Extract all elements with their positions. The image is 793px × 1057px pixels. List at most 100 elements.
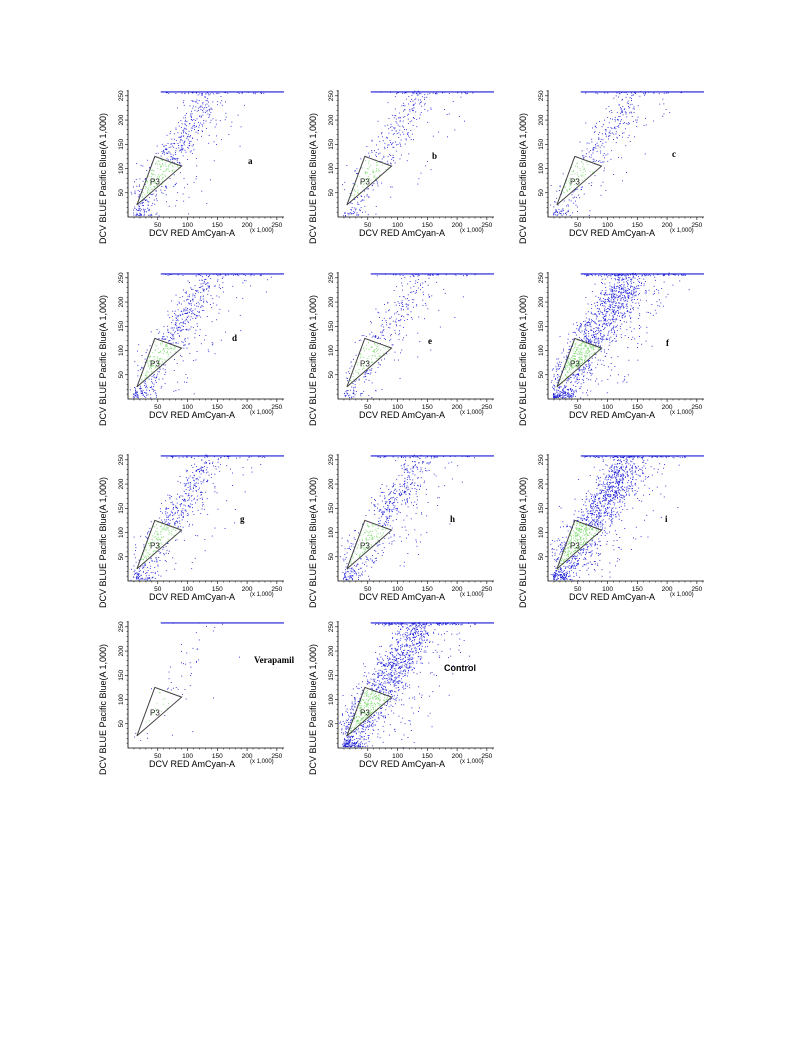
y-tick-label: 200 xyxy=(538,296,545,307)
event-dot xyxy=(637,343,639,344)
event-dot xyxy=(191,504,193,505)
event-dot xyxy=(147,364,149,366)
event-dot xyxy=(150,545,152,547)
event-dot xyxy=(452,101,454,102)
event-dot xyxy=(147,181,148,183)
event-dot xyxy=(424,109,426,110)
event-dot xyxy=(200,481,202,483)
event-dot xyxy=(180,149,181,151)
event-dot xyxy=(369,373,371,375)
event-dot xyxy=(415,98,417,100)
gate-p3-polygon[interactable] xyxy=(136,155,183,206)
event-dot xyxy=(619,296,621,298)
event-dot xyxy=(620,334,622,336)
event-dot xyxy=(139,215,141,216)
event-dot xyxy=(260,92,262,93)
event-dot xyxy=(407,294,409,296)
event-dot xyxy=(184,309,186,311)
event-dot xyxy=(567,359,569,361)
event-dot xyxy=(588,365,590,367)
event-dot xyxy=(574,361,576,363)
event-dot xyxy=(360,158,362,160)
event-dot xyxy=(368,152,370,154)
x-tick-label: 200 xyxy=(242,222,253,229)
event-dot xyxy=(183,504,185,506)
event-dot xyxy=(204,539,206,540)
event-dot xyxy=(612,319,614,321)
event-dot xyxy=(170,346,171,348)
event-dot xyxy=(611,292,613,294)
event-dot xyxy=(578,357,580,359)
event-dot xyxy=(385,322,387,323)
event-dot xyxy=(174,348,176,350)
event-dot xyxy=(181,135,182,137)
event-dot xyxy=(133,553,135,555)
event-dot xyxy=(142,565,144,567)
event-dot xyxy=(593,132,595,133)
event-dot xyxy=(194,308,196,310)
event-dot xyxy=(204,550,206,552)
event-dot xyxy=(579,369,581,371)
event-dot xyxy=(138,207,140,209)
event-dot xyxy=(144,550,146,552)
gate-p3-polygon[interactable] xyxy=(556,155,603,206)
event-dot xyxy=(355,184,356,186)
event-dot xyxy=(387,146,388,148)
gate-p3-polygon[interactable] xyxy=(136,337,183,388)
event-dot xyxy=(570,362,572,364)
event-dot xyxy=(581,342,583,344)
event-dot xyxy=(183,483,185,485)
event-dot xyxy=(151,169,153,171)
event-dot xyxy=(585,313,587,315)
event-dot xyxy=(366,370,367,372)
event-dot xyxy=(608,322,610,324)
event-dot xyxy=(605,132,606,134)
gate-p3-polygon[interactable] xyxy=(346,155,393,206)
gate-label: P3 xyxy=(150,360,160,369)
gate-p3-polygon[interactable] xyxy=(556,337,603,388)
event-dot xyxy=(620,300,622,301)
event-dot xyxy=(169,178,171,179)
event-dot xyxy=(574,196,575,198)
event-dot xyxy=(193,514,195,515)
event-dot xyxy=(250,285,252,287)
event-dot xyxy=(610,305,612,306)
event-dot xyxy=(553,393,555,395)
event-dot xyxy=(627,296,629,298)
event-dot xyxy=(624,111,626,113)
event-dot xyxy=(425,165,427,167)
event-dot xyxy=(171,322,173,324)
event-dot xyxy=(377,183,378,185)
event-dot xyxy=(424,98,425,100)
event-dot xyxy=(389,340,391,342)
event-dot xyxy=(169,498,171,500)
event-dot xyxy=(566,180,568,181)
event-dot xyxy=(187,480,189,482)
event-dot xyxy=(182,517,184,519)
event-dot xyxy=(578,361,579,363)
event-dot xyxy=(399,320,401,322)
event-dot xyxy=(353,196,355,198)
event-dot xyxy=(153,375,155,377)
x-axis-label: DCV RED AmCyan-A xyxy=(148,410,236,420)
event-dot xyxy=(212,118,214,120)
event-dot xyxy=(192,310,194,311)
event-dot xyxy=(597,145,599,147)
event-dot xyxy=(169,497,171,498)
event-dot xyxy=(209,93,211,95)
event-dot xyxy=(439,326,441,328)
event-dot xyxy=(588,347,589,349)
gate-p3-polygon[interactable] xyxy=(346,337,393,388)
event-dot xyxy=(635,290,637,292)
event-dot xyxy=(585,170,586,172)
event-dot xyxy=(187,487,189,488)
event-dot xyxy=(608,293,610,295)
event-dot xyxy=(404,109,405,111)
event-dot xyxy=(208,276,210,278)
event-dot xyxy=(368,196,369,198)
event-dot xyxy=(611,294,613,296)
event-dot xyxy=(155,557,157,559)
event-dot xyxy=(609,309,611,311)
event-dot xyxy=(599,160,601,162)
event-dot xyxy=(395,150,397,152)
